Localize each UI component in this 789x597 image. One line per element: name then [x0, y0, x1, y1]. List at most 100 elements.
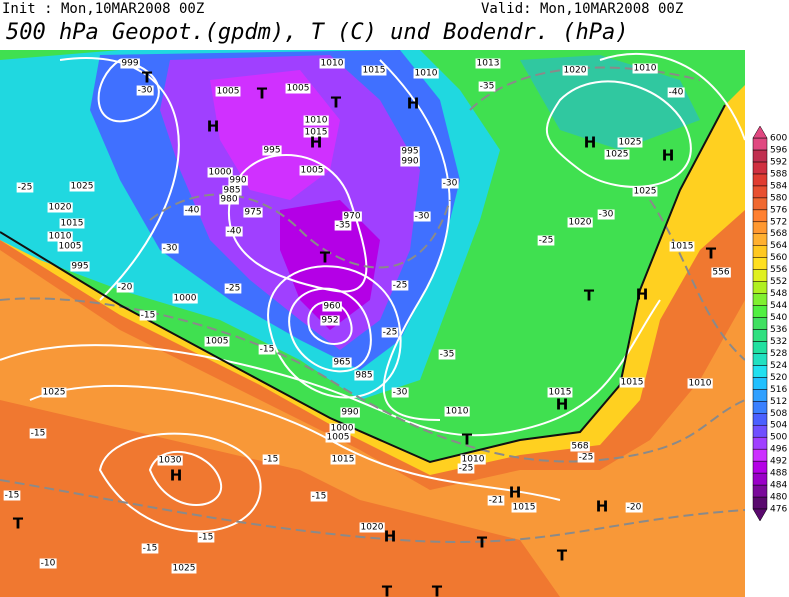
contour-label: 1025	[634, 187, 657, 197]
label-box	[537, 235, 555, 246]
contour-label: -15	[31, 429, 46, 439]
label-box	[197, 532, 215, 543]
label-box	[141, 543, 159, 554]
contour-label: 965	[333, 358, 350, 368]
color-cell	[752, 173, 768, 187]
contour-label: -25	[393, 281, 408, 291]
label-box	[332, 357, 352, 368]
contour-label: -25	[383, 328, 398, 338]
contour-label: -40	[227, 227, 242, 237]
contour-label: -30	[599, 210, 614, 220]
contour-label: 1005	[287, 84, 310, 94]
colorbar-label: 536	[770, 325, 787, 335]
colorbar-label: 484	[770, 481, 787, 491]
label-box	[511, 502, 537, 513]
isobar	[0, 299, 661, 437]
contour-label: 995	[71, 262, 88, 272]
contour-label: -20	[627, 503, 642, 513]
contour-label: -15	[264, 455, 279, 465]
label-box	[39, 558, 57, 569]
label-box	[667, 87, 685, 98]
colorbar-label: 552	[770, 277, 787, 287]
colorbar-label: 572	[770, 217, 787, 227]
colorbar-label: 560	[770, 253, 787, 263]
label-box	[381, 327, 399, 338]
contour-label: -30	[163, 244, 178, 254]
contour-label: -30	[138, 86, 153, 96]
label-box	[619, 377, 645, 388]
isobar	[267, 265, 402, 399]
label-box	[171, 563, 197, 574]
color-cell	[752, 401, 768, 414]
colorbar-label: 480	[770, 493, 787, 503]
label-box	[460, 454, 486, 465]
colorbar-label: 496	[770, 445, 787, 455]
contour-label: 556	[712, 268, 729, 278]
label-box	[3, 490, 21, 501]
contour-label: -35	[480, 82, 495, 92]
label-box	[444, 406, 470, 417]
label-box	[116, 282, 134, 293]
label-box	[342, 211, 362, 222]
label-box	[391, 387, 409, 398]
contour-label: 1015	[549, 388, 572, 398]
contour-label: 1000	[209, 168, 232, 178]
colorbar-label: 548	[770, 289, 787, 299]
label-box	[361, 65, 387, 76]
contour-label: 1005	[217, 87, 240, 97]
label-box	[47, 202, 73, 213]
isobar	[307, 301, 353, 345]
contour-label: 990	[229, 176, 246, 186]
color-cell	[752, 353, 768, 366]
pressure-center: H	[509, 484, 522, 502]
contour-label: 1010	[415, 69, 438, 79]
isotherm	[149, 193, 451, 269]
colorbar-label: 576	[770, 205, 787, 215]
color-cell	[752, 233, 768, 246]
isobar	[59, 57, 180, 301]
colorbar-label: 564	[770, 241, 787, 251]
label-box	[625, 502, 643, 513]
contour-label: 975	[244, 208, 261, 218]
pressure-center: H	[384, 528, 397, 546]
color-cell	[752, 317, 768, 330]
label-box	[16, 182, 34, 193]
label-box	[183, 205, 201, 216]
color-cell	[752, 197, 768, 211]
pressure-center: T	[142, 69, 153, 87]
contour-label: 1020	[361, 523, 384, 533]
contour-label: -25	[226, 284, 241, 294]
contour-label: 1025	[619, 138, 642, 148]
label-box	[475, 58, 501, 69]
label-box	[258, 344, 276, 355]
contour-label: 1005	[301, 166, 324, 176]
color-cell	[752, 305, 768, 318]
label-box	[570, 441, 590, 452]
contour-label: 985	[223, 186, 240, 196]
color-cell	[752, 460, 768, 474]
label-box	[413, 211, 431, 222]
label-box	[136, 85, 154, 96]
contour-label: 1015	[332, 455, 355, 465]
label-box	[457, 463, 475, 474]
contour-label: 1015	[61, 219, 84, 229]
contour-label: 990	[341, 408, 358, 418]
label-box	[320, 315, 340, 326]
colorbar-label: 508	[770, 409, 787, 419]
colorbar-label: 512	[770, 397, 787, 407]
label-box	[303, 127, 329, 138]
label-box	[577, 452, 595, 463]
isotherm	[0, 479, 745, 543]
label-box	[303, 115, 329, 126]
colorbar-label: 592	[770, 157, 787, 167]
label-box	[57, 241, 83, 252]
pressure-center: T	[331, 94, 342, 112]
colorbar-label: 500	[770, 433, 787, 443]
contour-label: 1010	[305, 116, 328, 126]
isobar	[148, 451, 223, 506]
color-cell	[752, 389, 768, 402]
contour-label: 1005	[206, 337, 229, 347]
contour-label: 960	[323, 302, 340, 312]
color-cell	[752, 161, 768, 175]
label-box	[329, 423, 355, 434]
